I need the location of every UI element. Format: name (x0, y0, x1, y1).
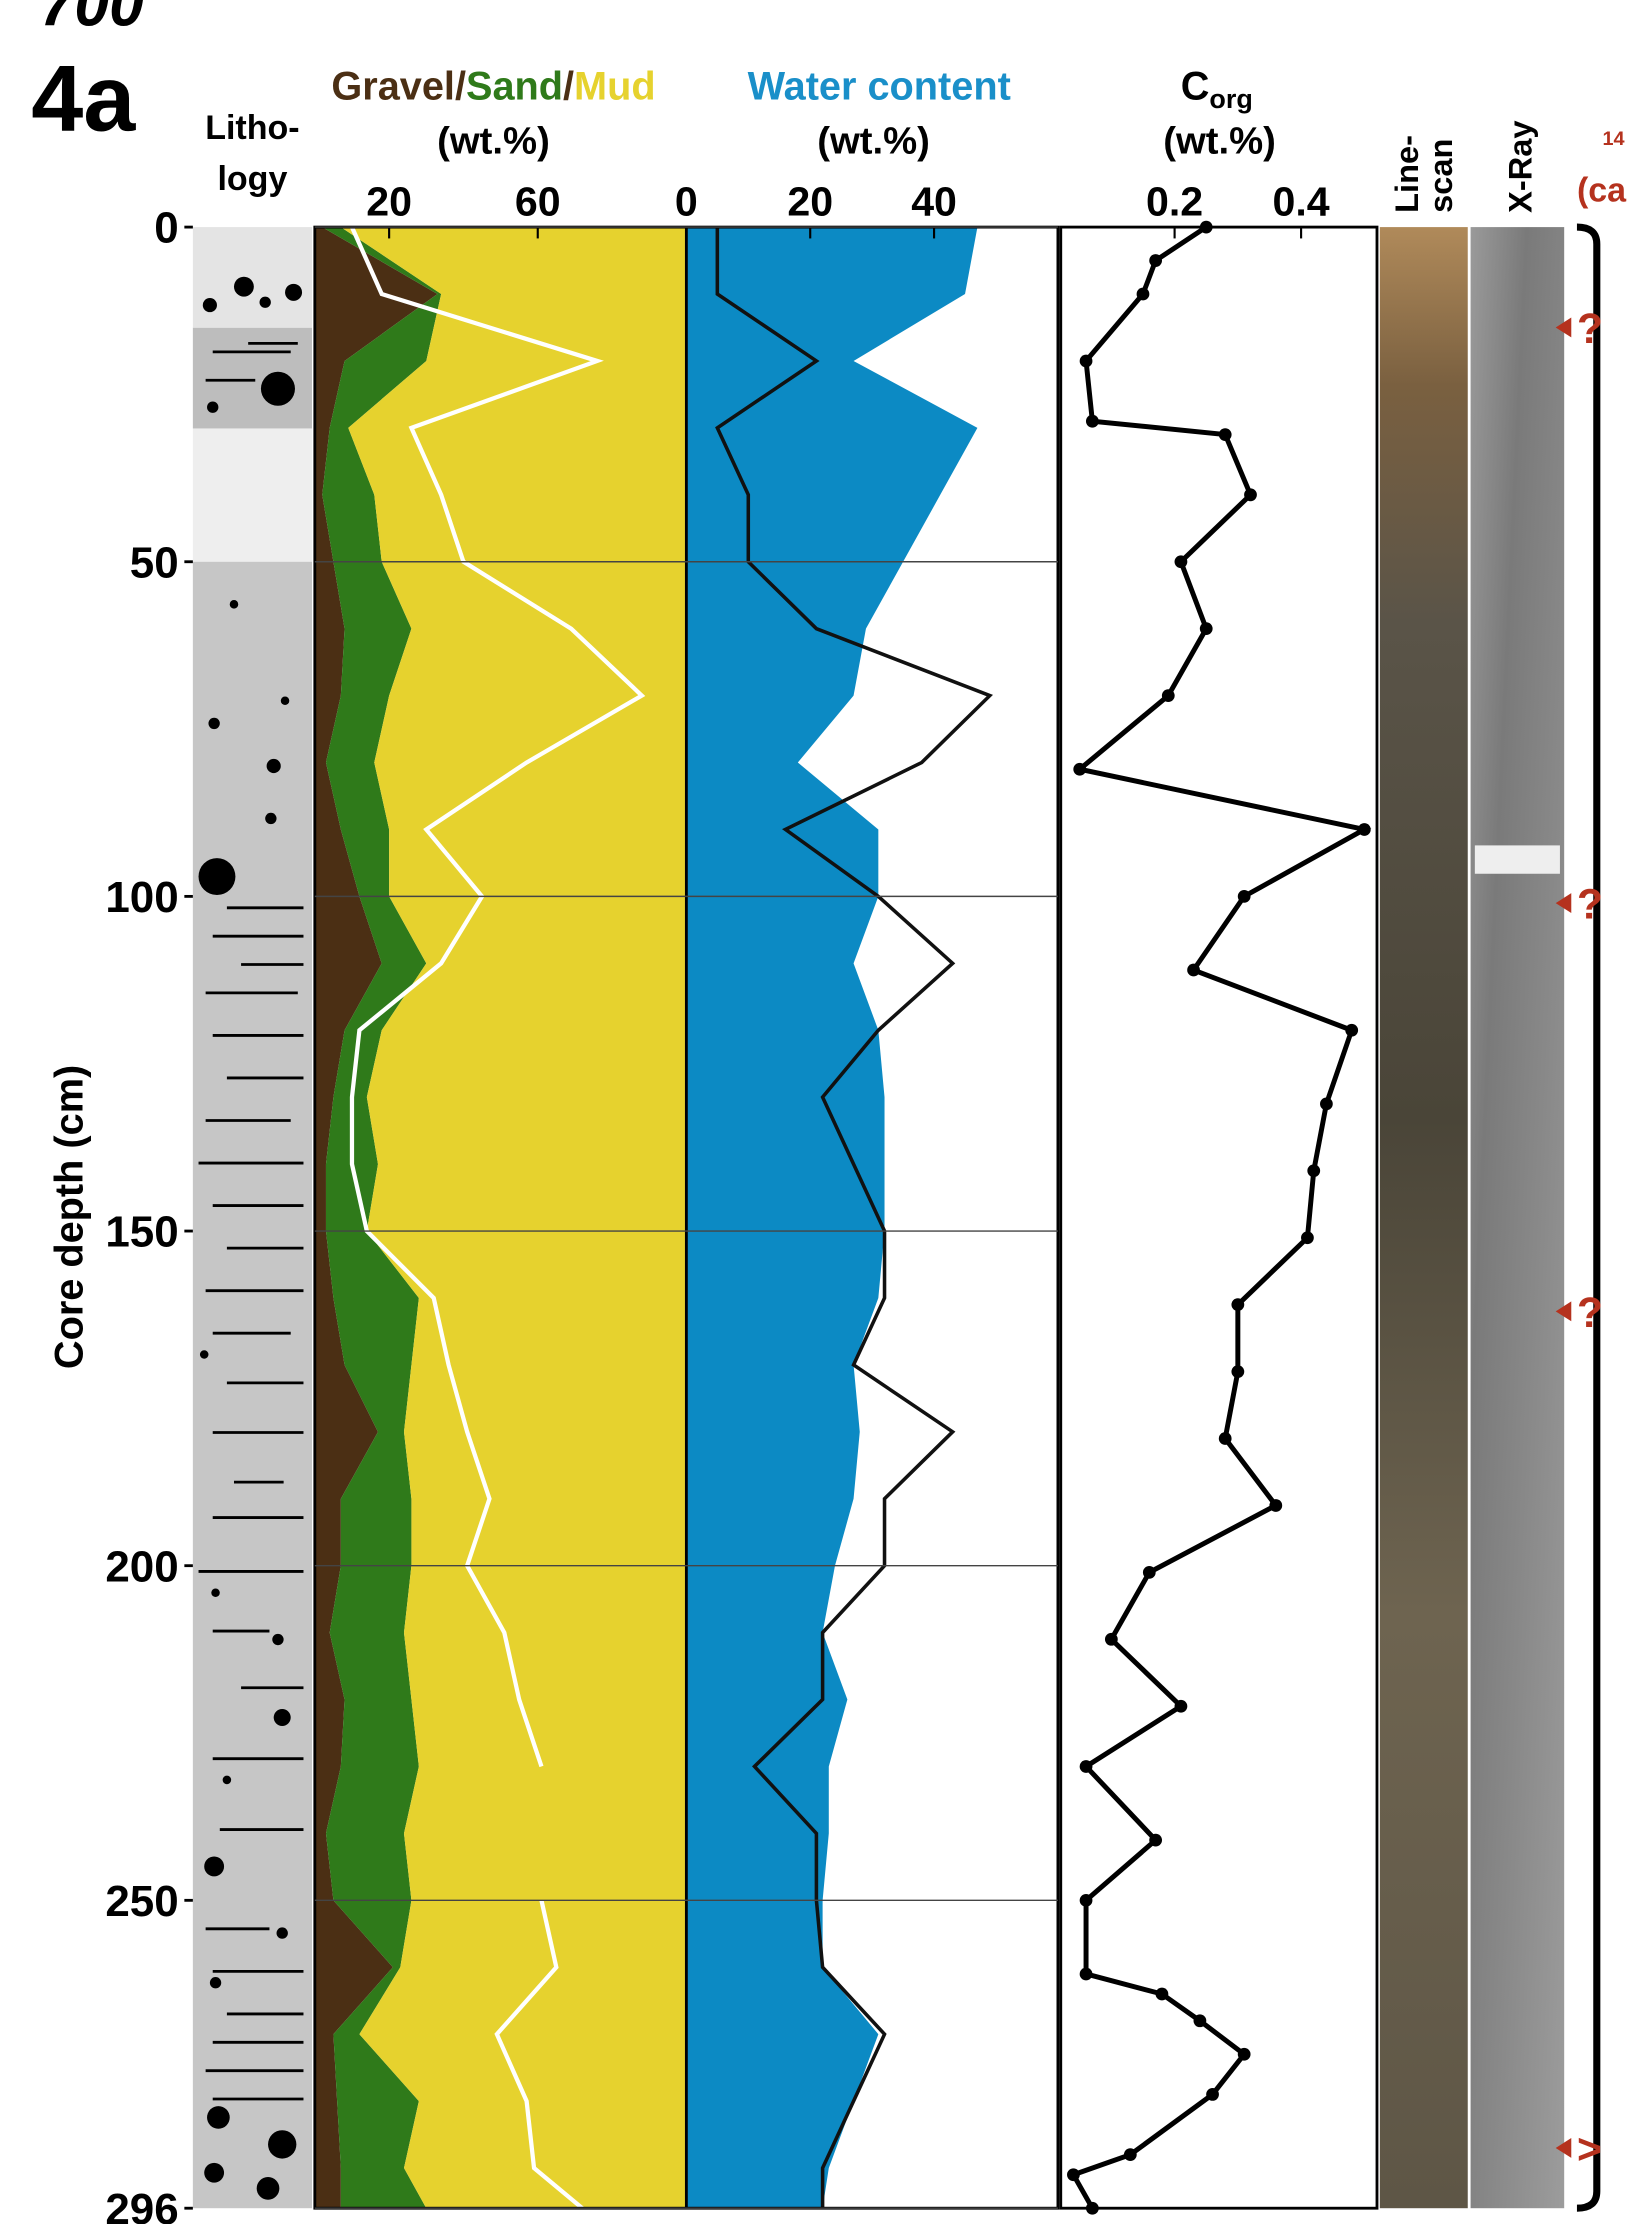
corg-point (1149, 1834, 1162, 1847)
corg-point (1238, 890, 1251, 903)
corg-sub: org (1209, 84, 1252, 114)
title-gravel: Gravel (331, 64, 455, 108)
unit-label: (wt.%) (1163, 119, 1276, 162)
lithology-title: Litho- (205, 109, 299, 147)
linescan-image (1380, 227, 1468, 2208)
corg-point (1080, 1760, 1093, 1773)
corg-point (1269, 1499, 1282, 1512)
y-tick-label: 200 (105, 1542, 178, 1591)
corg-point (1301, 1231, 1314, 1244)
xray-title: X-Ray (1502, 120, 1539, 212)
y-tick-label: 296 (105, 2185, 178, 2224)
corg-point (1073, 763, 1086, 776)
x-tick-label: 20 (366, 179, 412, 225)
corg-point (1320, 1097, 1333, 1110)
corg-point (1219, 428, 1232, 441)
y-tick-label: 250 (105, 1877, 178, 1926)
corg-point (1086, 415, 1099, 428)
age-marker-label: > (1577, 2126, 1602, 2174)
x-tick-label: 40 (911, 179, 957, 225)
xray-feature (1475, 845, 1560, 873)
corg-point (1080, 355, 1093, 368)
unit-label: (wt.%) (437, 119, 550, 162)
age-marker-label: ? (1577, 1289, 1603, 1337)
corg-point (1238, 2048, 1251, 2061)
age-superscript: 14 (1602, 128, 1624, 150)
y-tick-label: 50 (130, 538, 179, 587)
corg-point (1358, 823, 1371, 836)
y-tick-label: 0 (154, 204, 178, 253)
unit-label: (wt.%) (817, 119, 930, 162)
linescan-title: Line- (1388, 135, 1425, 213)
corg-title: Corg (1181, 64, 1253, 114)
corg-point (1307, 1164, 1320, 1177)
corg-point (1219, 1432, 1232, 1445)
corg-point (1105, 1633, 1118, 1646)
y-tick-label: 100 (105, 873, 178, 922)
lithology-title: logy (217, 160, 287, 198)
corg-point (1187, 964, 1200, 977)
corg-point (1175, 1700, 1188, 1713)
age-marker-label: ? (1577, 305, 1603, 353)
corg-c: C (1181, 64, 1210, 108)
corg-point (1067, 2168, 1080, 2181)
page-number: 700 (40, 0, 144, 40)
corg-point (1143, 1566, 1156, 1579)
age-marker-label: ? (1577, 881, 1603, 929)
corg-point (1244, 488, 1257, 501)
linescan-title: scan (1422, 139, 1459, 213)
title-sep: / (455, 64, 466, 108)
corg-point (1149, 254, 1162, 267)
corg-point (1080, 1968, 1093, 1981)
xray-image (1471, 227, 1565, 2208)
corg-point (1162, 689, 1175, 702)
x-tick-label: 60 (515, 179, 561, 225)
title-sand: Sand (466, 64, 563, 108)
figure: 700 4a Litho- logy Core dep (0, 0, 1628, 2224)
age-bracket (1577, 227, 1597, 2208)
corg-point (1231, 1365, 1244, 1378)
panel-label: 4a (31, 46, 136, 151)
corg-point (1086, 2202, 1099, 2215)
x-tick-label: 20 (787, 179, 833, 225)
corg-point (1137, 288, 1150, 301)
title-sep: / (563, 64, 574, 108)
corg-point (1206, 2088, 1219, 2101)
water-title: Water content (748, 64, 1011, 108)
corg-point (1345, 1024, 1358, 1037)
x-tick-label: 0.2 (1146, 179, 1203, 225)
grain-size-title: Gravel/Sand/Mud (331, 64, 655, 108)
corg-point (1156, 1988, 1169, 2001)
corg-point (1080, 1894, 1093, 1907)
age-label: (ca (1577, 172, 1627, 210)
x-tick-label: 0.4 (1273, 179, 1330, 225)
corg-point (1200, 622, 1213, 635)
page: 700 4a Litho- logy Core dep (0, 0, 1628, 2224)
corg-point (1231, 1298, 1244, 1311)
corg-point (1175, 555, 1188, 568)
y-axis-label: Core depth (cm) (47, 1065, 91, 1369)
y-tick-label: 150 (105, 1208, 178, 1257)
lithology-column (193, 227, 312, 2208)
x-tick-label: 0 (675, 179, 698, 225)
title-mud: Mud (574, 64, 656, 108)
corg-point (1124, 2148, 1137, 2161)
corg-point (1194, 2014, 1207, 2027)
